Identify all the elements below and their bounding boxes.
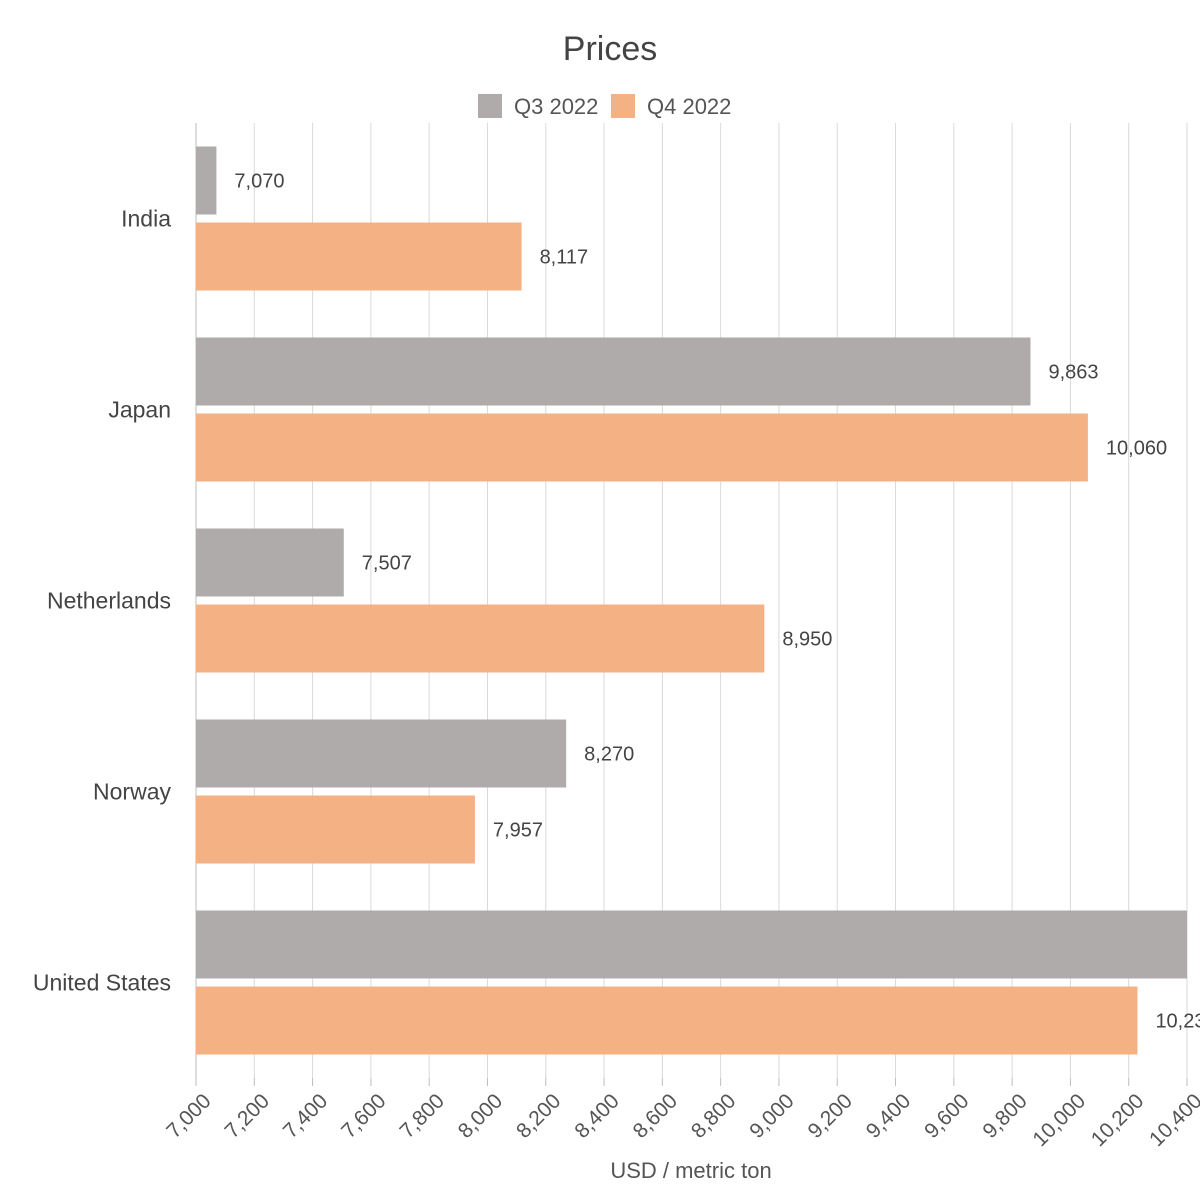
- bar: [196, 986, 1138, 1055]
- bar: [196, 604, 765, 673]
- x-tick-label: 9,000: [745, 1089, 798, 1142]
- bar: [196, 795, 475, 864]
- data-label: 7,957: [493, 820, 543, 842]
- x-tick-label: 9,200: [804, 1089, 857, 1142]
- bar: [196, 528, 344, 597]
- bar: [196, 910, 1187, 979]
- x-tick-label: 7,800: [395, 1089, 448, 1142]
- bars: [196, 146, 1187, 1055]
- data-label: 8,950: [782, 629, 832, 651]
- x-tick-label: 9,800: [978, 1089, 1031, 1142]
- x-tick-labels: 7,000 7,200 7,400 7,600 7,800 8,000 8,200 8,400…: [162, 1089, 1200, 1151]
- x-tick-label: 8,200: [512, 1089, 565, 1142]
- x-tick-label: 8,000: [454, 1089, 507, 1142]
- legend-swatch: [478, 94, 502, 118]
- value-labels: 7,070 8,117 9,863 10,060 7,507 8,950 8,270 7,95…: [234, 171, 1200, 1033]
- x-tick-label: 8,400: [570, 1089, 623, 1142]
- x-tick-label: 9,400: [862, 1089, 915, 1142]
- category-label: United States: [33, 970, 171, 996]
- x-tick-label: 7,200: [221, 1089, 274, 1142]
- bar: [196, 222, 522, 291]
- category-label: Japan: [108, 397, 171, 423]
- x-tick-label: 10,400: [1145, 1089, 1200, 1151]
- legend-label: Q3 2022: [514, 94, 598, 119]
- category-label: Netherlands: [47, 588, 171, 614]
- legend-label: Q4 2022: [647, 94, 731, 119]
- x-tick-label: 9,600: [920, 1089, 973, 1142]
- data-label: 7,070: [234, 171, 284, 193]
- bar: [196, 719, 567, 788]
- x-tick-label: 10,200: [1087, 1089, 1149, 1151]
- x-tick-label: 7,000: [162, 1089, 215, 1142]
- x-tick-label: 10,000: [1028, 1089, 1090, 1151]
- bar: [196, 413, 1088, 482]
- category-label: India: [121, 206, 171, 232]
- category-label: Norway: [93, 779, 171, 805]
- x-tick-label: 7,600: [337, 1089, 390, 1142]
- legend-swatch: [611, 94, 635, 118]
- data-label: 8,117: [540, 247, 589, 269]
- bar: [196, 146, 217, 215]
- legend: Q3 2022 Q4 2022: [478, 94, 731, 119]
- data-label: 9,863: [1048, 362, 1098, 384]
- x-axis-title: USD / metric ton: [610, 1158, 771, 1183]
- bar: [196, 337, 1031, 406]
- x-tick-label: 7,400: [279, 1089, 332, 1142]
- x-tick-label: 8,800: [687, 1089, 740, 1142]
- chart-title: Prices: [563, 30, 657, 68]
- x-tick-label: 8,600: [629, 1089, 682, 1142]
- data-label: 10,060: [1106, 438, 1167, 460]
- data-label: 7,507: [362, 553, 412, 575]
- data-label: 10,230: [1155, 1011, 1200, 1033]
- data-label: 8,270: [584, 744, 634, 766]
- category-labels: India Japan Netherlands Norway United States: [33, 206, 172, 996]
